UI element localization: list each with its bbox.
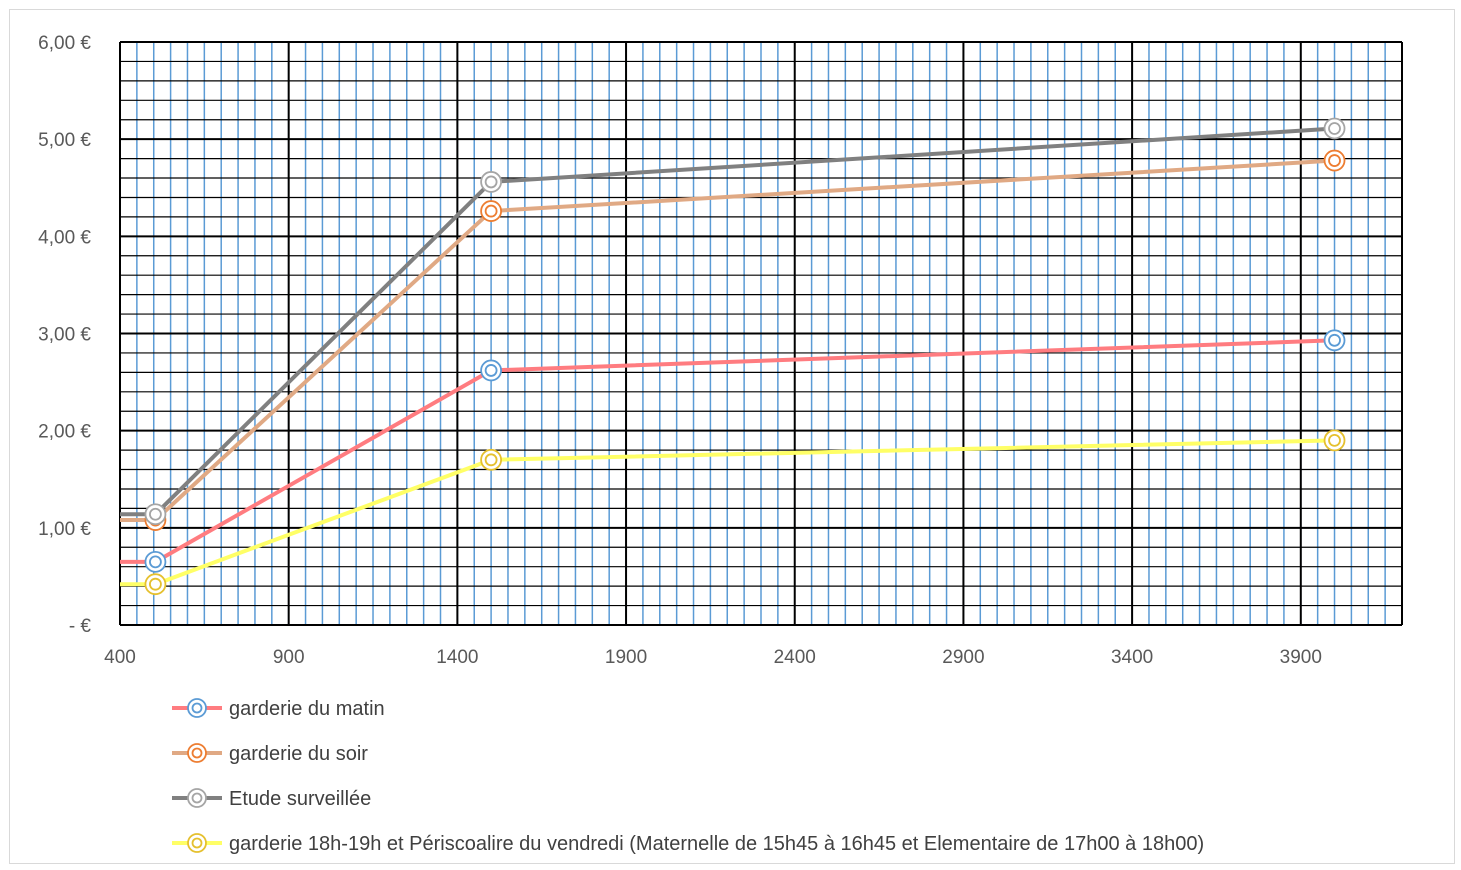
- legend-swatch-marker-outer: [187, 788, 207, 808]
- y-tick-label: 2,00 €: [38, 422, 91, 443]
- series-1-marker-outer: [480, 359, 503, 382]
- legend-swatch-marker-inner: [191, 837, 203, 849]
- y-tick-label: - €: [69, 616, 92, 637]
- series-4-marker-outer: [1323, 429, 1346, 452]
- legend-item-2: garderie du soir: [172, 743, 368, 765]
- x-tick-label: 3900: [1280, 647, 1322, 668]
- series-2-marker-inner: [1328, 154, 1341, 167]
- series-2-marker-outer: [1323, 149, 1346, 172]
- series-3-marker-outer: [480, 171, 503, 193]
- legend-label: garderie 18h-19h et Périscoalire du vend…: [229, 833, 1204, 855]
- series-1-marker-outer: [144, 550, 167, 573]
- y-tick-label: 5,00 €: [38, 130, 91, 151]
- series-1-marker-inner: [1328, 333, 1341, 347]
- x-tick-label: 1400: [436, 647, 478, 668]
- series-4-marker-outer: [144, 573, 167, 596]
- series-line-4: [120, 438, 1335, 587]
- chart-frame: [9, 9, 1455, 864]
- series-1-marker-outer: [1323, 329, 1346, 352]
- x-tick-label: 900: [273, 647, 305, 668]
- series-2-marker-inner: [484, 204, 498, 218]
- y-tick-label: 6,00 €: [38, 33, 91, 54]
- x-tick-label: 2400: [774, 647, 816, 668]
- x-axis-ticks: 400 900 1400 1900 2400 2900 3400 3900: [104, 647, 1322, 668]
- x-tick-label: 1900: [605, 647, 647, 668]
- legend-item-1: garderie du matin: [172, 698, 385, 720]
- major-gridlines: [119, 41, 1403, 626]
- legend-swatch-marker-inner: [191, 702, 203, 714]
- series-line-3: [120, 126, 1335, 517]
- series-line-2: [120, 158, 1335, 523]
- series-4-marker-inner: [1328, 433, 1341, 447]
- legend-item-4: garderie 18h-19h et Périscoalire du vend…: [172, 833, 1204, 855]
- x-tick-label: 400: [104, 647, 136, 668]
- series-4-marker-outer: [480, 448, 503, 471]
- legend: garderie du matin garderie du soir Etude s…: [172, 698, 1204, 855]
- series-4-marker-inner: [484, 453, 498, 467]
- legend-label: garderie du matin: [229, 698, 385, 720]
- y-tick-label: 1,00 €: [38, 519, 91, 540]
- series-1-marker-inner: [149, 555, 162, 569]
- series-3-marker-inner: [484, 175, 498, 189]
- legend-item-3: Etude surveillée: [172, 788, 371, 810]
- series-layer: [120, 117, 1346, 596]
- legend-label: Etude surveillée: [229, 788, 371, 810]
- x-tick-label: 3400: [1111, 647, 1153, 668]
- series-1-marker-inner: [484, 364, 498, 377]
- series-line-1: [120, 338, 1335, 564]
- series-4-marker-inner: [149, 577, 162, 591]
- series-3-marker-inner: [149, 507, 162, 521]
- y-tick-label: 4,00 €: [38, 227, 91, 248]
- legend-swatch-marker-inner: [191, 792, 203, 804]
- series-3-marker-inner: [1328, 122, 1341, 135]
- series-3-marker-outer: [1323, 117, 1346, 140]
- legend-label: garderie du soir: [229, 743, 368, 765]
- series-2-marker-outer: [480, 200, 503, 222]
- series-3-marker-outer: [144, 503, 167, 526]
- legend-swatch-marker-outer: [187, 743, 207, 763]
- y-tick-label: 3,00 €: [38, 325, 91, 346]
- legend-swatch-marker-outer: [187, 833, 207, 853]
- legend-swatch-marker-outer: [187, 698, 207, 718]
- x-tick-label: 2900: [942, 647, 984, 668]
- y-axis-ticks: - € 1,00 € 2,00 € 3,00 € 4,00 € 5,00 € 6,00 €: [38, 33, 91, 637]
- legend-swatch-marker-inner: [191, 747, 203, 759]
